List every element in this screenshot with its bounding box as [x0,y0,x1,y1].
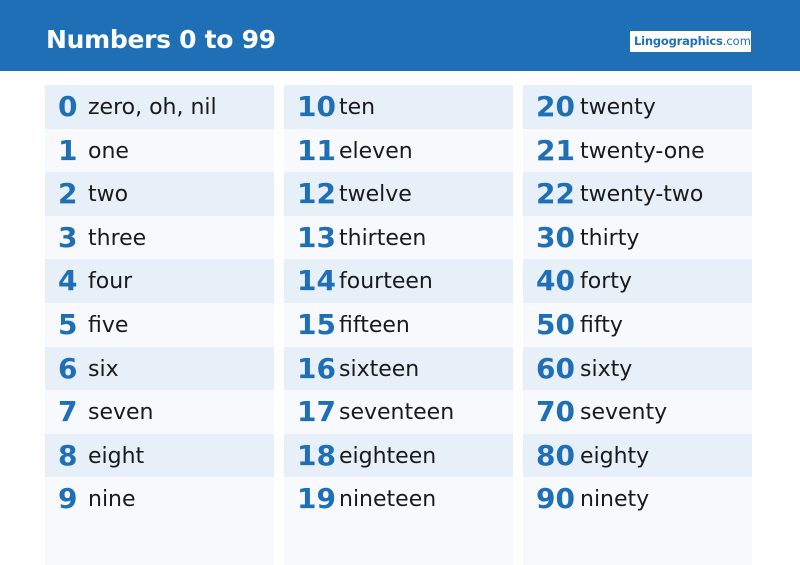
number-word: nineteen [339,487,437,513]
number-digit: 9 [58,482,78,516]
number-word: eighty [580,443,650,469]
number-word: thirteen [339,225,427,251]
number-row: 8 eight [45,433,274,478]
number-digit: 2 [58,177,78,211]
number-row: 80 eighty [523,433,752,478]
number-row: 18 eighteen [284,433,513,478]
number-word: twelve [339,182,412,208]
number-row: 16 sixteen [284,346,513,391]
number-word: seventy [580,400,668,426]
number-row: 2 two [45,172,274,216]
number-word: nine [88,487,136,513]
number-digit: 80 [536,438,575,472]
number-digit: 70 [536,395,575,429]
number-digit: 19 [297,482,336,516]
number-digit: 3 [58,220,78,254]
number-digit: 17 [297,395,336,429]
header-banner: Numbers 0 to 99 Lingographics.com [0,0,800,71]
column-10-to-19: 10 ten 11 eleven 12 twelve 13 thirteen 14 fou… [284,85,513,565]
number-row: 60 sixty [523,346,752,391]
number-digit: 1 [58,133,78,167]
number-row: 90 ninety [523,477,752,521]
number-word: eleven [339,138,413,164]
logo-domain-suffix: .com [722,34,751,48]
number-digit: 30 [536,220,575,254]
number-row: 0 zero, oh, nil [45,85,274,129]
number-word: ten [339,95,376,120]
number-row: 9 nine [45,477,274,521]
number-row: 6 six [45,346,274,391]
number-word: ninety [580,487,650,513]
number-word: twenty-one [580,138,705,164]
number-word: fifteen [339,312,410,338]
number-row: 30 thirty [523,216,752,260]
number-digit: 8 [58,438,78,472]
number-digit: 11 [297,133,336,167]
number-row: 15 fifteen [284,303,513,347]
number-digit: 20 [536,90,575,123]
number-word: eight [88,443,145,469]
number-digit: 4 [58,264,78,298]
number-row: 3 three [45,216,274,260]
number-digit: 0 [58,90,78,123]
number-row: 17 seventeen [284,390,513,434]
number-word: five [88,312,129,338]
number-digit: 16 [297,351,336,385]
number-digit: 13 [297,220,336,254]
number-digit: 14 [297,264,336,298]
number-word: thirty [580,225,640,251]
number-row: 7 seven [45,390,274,434]
number-row: 22 twenty-two [523,172,752,216]
number-row: 5 five [45,303,274,347]
number-digit: 6 [58,351,78,385]
number-row: 12 twelve [284,172,513,216]
number-digit: 18 [297,438,336,472]
number-word: seven [88,400,154,426]
number-row: 14 fourteen [284,259,513,303]
number-word: sixteen [339,356,420,382]
logo-wordmark: Lingographics [634,34,723,48]
number-digit: 5 [58,307,78,341]
number-word: sixty [580,356,633,382]
number-word: fourteen [339,269,433,295]
number-digit: 10 [297,90,336,123]
number-word: four [88,269,133,295]
number-row: 11 eleven [284,129,513,173]
number-word: fifty [580,312,623,338]
number-row: 19 nineteen [284,477,513,521]
number-word: six [88,356,119,382]
number-row: 70 seventy [523,390,752,434]
number-word: twenty [580,95,656,120]
number-row: 21 twenty-one [523,129,752,173]
lingographics-logo: Lingographics.com [630,31,751,52]
number-word: one [88,138,129,164]
number-digit: 21 [536,133,575,167]
number-row: 1 one [45,129,274,173]
number-word: seventeen [339,400,455,426]
number-row: 20 twenty [523,85,752,129]
number-digit: 90 [536,482,575,516]
number-row: 13 thirteen [284,216,513,260]
number-word: twenty-two [580,182,704,208]
number-word: two [88,182,129,208]
column-20-to-90: 20 twenty 21 twenty-one 22 twenty-two 30 thi… [523,85,752,565]
number-digit: 50 [536,307,575,341]
number-digit: 7 [58,395,78,429]
number-word: zero, oh, nil [88,95,217,120]
number-digit: 22 [536,177,575,211]
number-word: three [88,225,147,251]
number-word: forty [580,269,632,295]
number-digit: 12 [297,177,336,211]
page-title: Numbers 0 to 99 [46,25,276,54]
number-row: 10 ten [284,85,513,129]
number-row: 40 forty [523,259,752,303]
number-row: 4 four [45,259,274,303]
number-row: 50 fifty [523,303,752,347]
number-word: eighteen [339,443,437,469]
number-digit: 60 [536,351,575,385]
number-digit: 40 [536,264,575,298]
number-digit: 15 [297,307,336,341]
